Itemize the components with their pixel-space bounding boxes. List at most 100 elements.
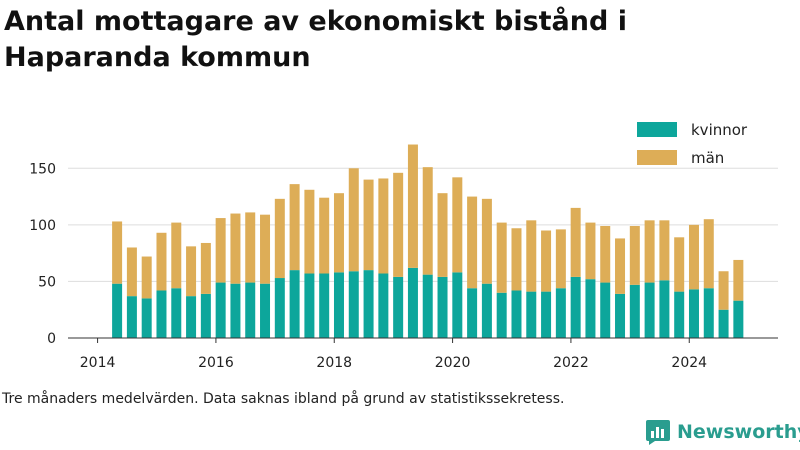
bar-man <box>511 228 522 291</box>
legend: kvinnor män <box>637 121 748 167</box>
bar-man <box>644 220 655 283</box>
bar-man <box>467 196 478 289</box>
bar-man <box>481 198 492 284</box>
bar-man <box>733 259 744 301</box>
y-tick-label: 150 <box>29 161 56 177</box>
bar-man <box>141 256 152 299</box>
chart-title: Antal mottagare av ekonomiskt bistånd i … <box>4 6 627 73</box>
bar-man <box>215 218 226 283</box>
brand-logo: Newsworthy <box>645 418 800 446</box>
y-tick-label: 50 <box>38 274 56 290</box>
bar-kvinnor <box>526 291 537 338</box>
bar-kvinnor <box>555 288 566 338</box>
bar-man <box>496 222 507 293</box>
bar-man <box>555 229 566 289</box>
bar-kvinnor <box>333 272 344 338</box>
bar-kvinnor <box>629 284 640 338</box>
bar-man <box>570 207 581 277</box>
bar-kvinnor <box>481 283 492 338</box>
bar-man <box>526 220 537 292</box>
bar-man <box>703 219 714 289</box>
legend-swatch <box>637 150 677 165</box>
bar-kvinnor <box>585 279 596 338</box>
bar-kvinnor <box>378 273 389 338</box>
bar-man <box>393 172 404 277</box>
bar-kvinnor <box>393 276 404 338</box>
bar-man <box>289 184 300 271</box>
bar-man <box>615 238 626 294</box>
x-axis: 2014 2016 2018 2020 2022 2024 <box>68 337 778 371</box>
x-tick-label: 2024 <box>671 355 707 371</box>
bar-kvinnor <box>141 298 152 338</box>
bar-man <box>112 221 123 284</box>
bar-kvinnor <box>422 274 433 338</box>
bar-kvinnor <box>156 290 167 338</box>
x-tick-label: 2022 <box>553 355 589 371</box>
bar-kvinnor <box>541 291 552 338</box>
bar-kvinnor <box>511 290 522 338</box>
bar-kvinnor <box>733 300 744 338</box>
bar-man <box>659 220 670 281</box>
bar-man <box>407 144 418 268</box>
bar-kvinnor <box>688 289 699 338</box>
x-tick-label: 2016 <box>198 355 234 371</box>
y-axis-ticks: 0 50 100 150 <box>29 161 56 347</box>
bar-kvinnor <box>260 283 271 338</box>
bar-man <box>186 246 197 297</box>
legend-label: kvinnor <box>691 121 748 139</box>
bar-man <box>304 189 315 274</box>
bar-kvinnor <box>289 270 300 338</box>
bar-man <box>200 242 211 294</box>
bar-man <box>422 167 433 275</box>
bar-man <box>126 247 137 297</box>
legend-swatch <box>637 122 677 137</box>
bar-kvinnor <box>126 296 137 338</box>
bar-man <box>437 193 448 277</box>
footnote: Tre månaders medelvärden. Data saknas ib… <box>2 391 565 407</box>
bar-man <box>629 225 640 285</box>
bar-man <box>363 179 374 271</box>
bar-man <box>378 178 389 274</box>
bar-kvinnor <box>600 282 611 338</box>
bar-man <box>600 225 611 283</box>
bar-man <box>156 232 167 291</box>
bar-kvinnor <box>659 280 670 338</box>
bar-kvinnor <box>215 282 226 338</box>
bar-kvinnor <box>452 272 463 338</box>
bar-man <box>230 213 241 284</box>
bar-man <box>674 237 685 292</box>
bar-kvinnor <box>718 309 729 338</box>
bars <box>112 144 744 338</box>
bar-kvinnor <box>186 296 197 338</box>
bar-man <box>260 214 271 284</box>
bar-kvinnor <box>674 291 685 338</box>
bar-kvinnor <box>496 292 507 338</box>
bar-man <box>319 197 330 274</box>
bar-kvinnor <box>644 282 655 338</box>
bar-kvinnor <box>407 267 418 338</box>
bar-man <box>718 271 729 310</box>
bar-kvinnor <box>348 271 359 338</box>
bar-kvinnor <box>467 288 478 338</box>
bar-man <box>348 168 359 272</box>
bar-kvinnor <box>319 273 330 338</box>
bar-man <box>688 224 699 290</box>
bar-kvinnor <box>230 283 241 338</box>
x-tick-label: 2014 <box>80 355 116 371</box>
bar-kvinnor <box>112 283 123 338</box>
bar-kvinnor <box>171 288 182 338</box>
y-tick-label: 0 <box>47 331 56 347</box>
bar-kvinnor <box>304 273 315 338</box>
bar-kvinnor <box>245 282 256 338</box>
x-tick-label: 2018 <box>316 355 352 371</box>
bar-kvinnor <box>274 278 285 338</box>
bar-man <box>171 222 182 289</box>
bar-man <box>333 193 344 273</box>
bar-kvinnor <box>437 276 448 338</box>
y-tick-label: 100 <box>29 218 56 234</box>
bar-man <box>541 230 552 292</box>
bar-man <box>452 177 463 273</box>
bar-kvinnor <box>703 288 714 338</box>
bar-kvinnor <box>570 276 581 338</box>
